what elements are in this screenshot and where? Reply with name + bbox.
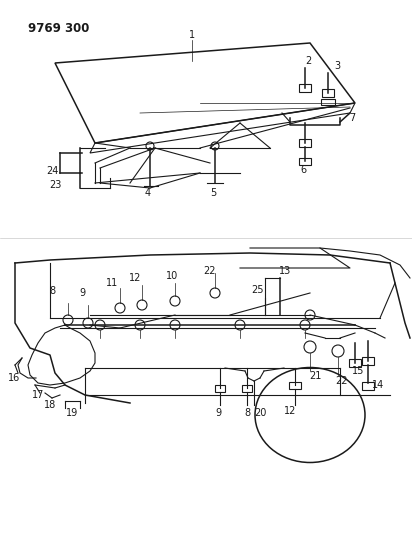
- Text: 8: 8: [49, 286, 55, 296]
- Text: 2: 2: [305, 56, 311, 66]
- Text: 22: 22: [204, 266, 216, 276]
- Text: 4: 4: [145, 188, 151, 198]
- Text: 20: 20: [254, 408, 266, 418]
- Text: 19: 19: [66, 408, 78, 418]
- Text: 6: 6: [300, 165, 306, 175]
- Text: 7: 7: [349, 113, 355, 123]
- Text: 24: 24: [46, 166, 58, 176]
- Text: 10: 10: [166, 271, 178, 281]
- Text: 1: 1: [189, 30, 195, 40]
- Text: 14: 14: [372, 380, 384, 390]
- Text: 9769 300: 9769 300: [28, 21, 89, 35]
- Text: 16: 16: [8, 373, 20, 383]
- Text: 3: 3: [334, 61, 340, 71]
- Text: 8: 8: [244, 408, 250, 418]
- Text: 25: 25: [252, 285, 264, 295]
- Text: 18: 18: [44, 400, 56, 410]
- Text: 15: 15: [352, 366, 364, 376]
- Text: 9: 9: [79, 288, 85, 298]
- Text: 13: 13: [279, 266, 291, 276]
- Text: 5: 5: [210, 188, 216, 198]
- Text: 11: 11: [106, 278, 118, 288]
- Text: 12: 12: [284, 406, 296, 416]
- Text: 22: 22: [336, 376, 348, 386]
- Text: 9: 9: [215, 408, 221, 418]
- Text: 12: 12: [129, 273, 141, 283]
- Text: 23: 23: [49, 180, 61, 190]
- Text: 17: 17: [32, 390, 44, 400]
- Text: 21: 21: [309, 371, 321, 381]
